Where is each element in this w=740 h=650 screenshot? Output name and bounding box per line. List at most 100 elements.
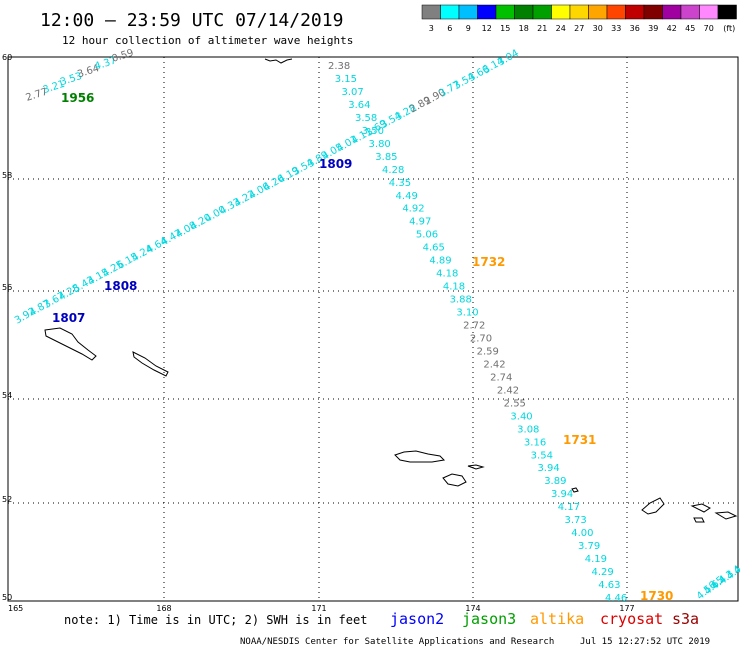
legend-swatch [643, 4, 663, 20]
legend-label: 21 [537, 24, 547, 33]
lon-tick-label: 177 [619, 604, 634, 613]
legend-label: 18 [519, 24, 529, 33]
legend-swatch [495, 4, 515, 20]
swh-value: 4.2 [732, 559, 740, 578]
swh-value: 4.89 [429, 256, 451, 267]
pass-labels: 1956 1809 1808 1807 1732 1731 1730 [52, 91, 673, 603]
swh-value: 4.97 [409, 217, 431, 228]
pass-label-1807: 1807 [52, 311, 85, 325]
swh-value: 3.64 [348, 100, 370, 111]
swh-value: 4.46 [605, 593, 627, 604]
swh-value: 3.89 [544, 476, 566, 487]
legend-label: 12 [482, 24, 492, 33]
swh-value: 4.63 [598, 580, 620, 591]
swh-value: 2.42 [497, 385, 519, 396]
swh-value: 2.55 [504, 398, 526, 409]
swh-value: 3.94 [537, 463, 559, 474]
pass-label-1808: 1808 [104, 279, 137, 293]
pass-label-1732: 1732 [472, 255, 505, 269]
swh-value: 4.00 [571, 528, 593, 539]
legend-swatch [569, 4, 589, 20]
kiska-island [641, 497, 665, 515]
swh-value: 3.54 [531, 450, 553, 461]
lat-lon-gridlines [8, 57, 738, 601]
attu-island [394, 450, 446, 463]
lat-tick-label: 54 [2, 391, 12, 400]
legend-swatch [699, 4, 719, 20]
swh-value: 3.73 [564, 515, 586, 526]
swh-value: 3.15 [335, 74, 357, 85]
legend-swatch [662, 4, 682, 20]
legend-swatch [514, 4, 534, 20]
legend-label: 24 [556, 24, 566, 33]
swh-value: 3.16 [524, 437, 546, 448]
legend-jason3: jason3 [462, 610, 516, 628]
swh-value: 5.06 [416, 230, 438, 241]
swh-value: 4.17 [558, 502, 580, 513]
legend-label: 45 [685, 24, 695, 33]
lat-tick-label: 52 [2, 495, 12, 504]
swh-value: 2.74 [490, 372, 512, 383]
units-note: note: 1) Time is in UTC; 2) SWH is in fe… [64, 613, 367, 627]
wave-height-color-legend: 3 6 9 12 15 18 21 24 27 30 33 36 39 42 45 70 (ft) [421, 4, 737, 33]
legend-swatch [588, 4, 608, 20]
rat-island [714, 511, 738, 520]
legend-s3a: s3a [672, 610, 699, 628]
swh-value: 3.85 [375, 152, 397, 163]
axis-tick-labels: 60 58 56 54 52 50 165 168 171 174 177 [2, 53, 635, 613]
legend-label: 70 [704, 24, 714, 33]
coast-top-left [264, 58, 293, 64]
swh-value: 3.10 [456, 308, 478, 319]
swh-value: 4.92 [402, 204, 424, 215]
lon-tick-label: 168 [156, 604, 171, 613]
swh-value: 3.40 [510, 411, 532, 422]
swh-value: 2.59 [477, 346, 499, 357]
legend-swatch [440, 4, 460, 20]
map-frame: 60 58 56 54 52 50 165 168 171 174 177 [2, 53, 739, 613]
legend-label: 9 [466, 24, 471, 33]
swh-value: 4.49 [396, 191, 418, 202]
credit-line: NOAA/NESDIS Center for Satellite Applica… [240, 637, 554, 647]
legend-swatch [625, 4, 645, 20]
swh-value: 3.79 [578, 541, 600, 552]
swh-value: 2.72 [463, 321, 485, 332]
swh-value: 4.19 [585, 554, 607, 565]
swh-value: 3.50 [362, 126, 384, 137]
swh-value: 3.07 [342, 87, 364, 98]
lat-tick-label: 58 [2, 171, 12, 180]
semichi-island [467, 464, 485, 470]
legend-label: 27 [574, 24, 584, 33]
legend-swatch [458, 4, 478, 20]
swh-value: 3.08 [517, 424, 539, 435]
lon-tick-label: 171 [311, 604, 326, 613]
land-outlines [44, 58, 738, 523]
swh-value: 2.42 [483, 359, 505, 370]
legend-swatch [477, 4, 497, 20]
map-border [7, 56, 739, 602]
swh-value: 3.80 [369, 139, 391, 150]
swh-value: 4.35 [389, 178, 411, 189]
medny-island [132, 351, 169, 377]
pass-label-1730: 1730 [640, 589, 673, 603]
legend-label: 39 [648, 24, 658, 33]
legend-swatch [421, 4, 441, 20]
lon-tick-label: 165 [8, 604, 23, 613]
pass-label-1809: 1809 [319, 157, 352, 171]
legend-label: 6 [447, 24, 452, 33]
legend-label: 42 [667, 24, 677, 33]
legend-altika: altika [530, 610, 584, 628]
small-islet [571, 487, 579, 493]
figure-subtitle: 12 hour collection of altimeter wave hei… [62, 34, 353, 47]
lon-tick-label: 174 [465, 604, 480, 613]
swh-value: 3.58 [355, 113, 377, 124]
legend-swatch [717, 4, 737, 20]
pass-label-1731: 1731 [563, 433, 596, 447]
swh-value: 3.88 [450, 295, 472, 306]
swh-value: 4.29 [591, 567, 613, 578]
legend-label: 36 [630, 24, 640, 33]
lat-tick-label: 60 [2, 53, 12, 62]
legend-label: 15 [500, 24, 510, 33]
legend-label: 30 [593, 24, 603, 33]
agattu-island [442, 473, 467, 487]
legend-label: (ft) [723, 24, 735, 33]
